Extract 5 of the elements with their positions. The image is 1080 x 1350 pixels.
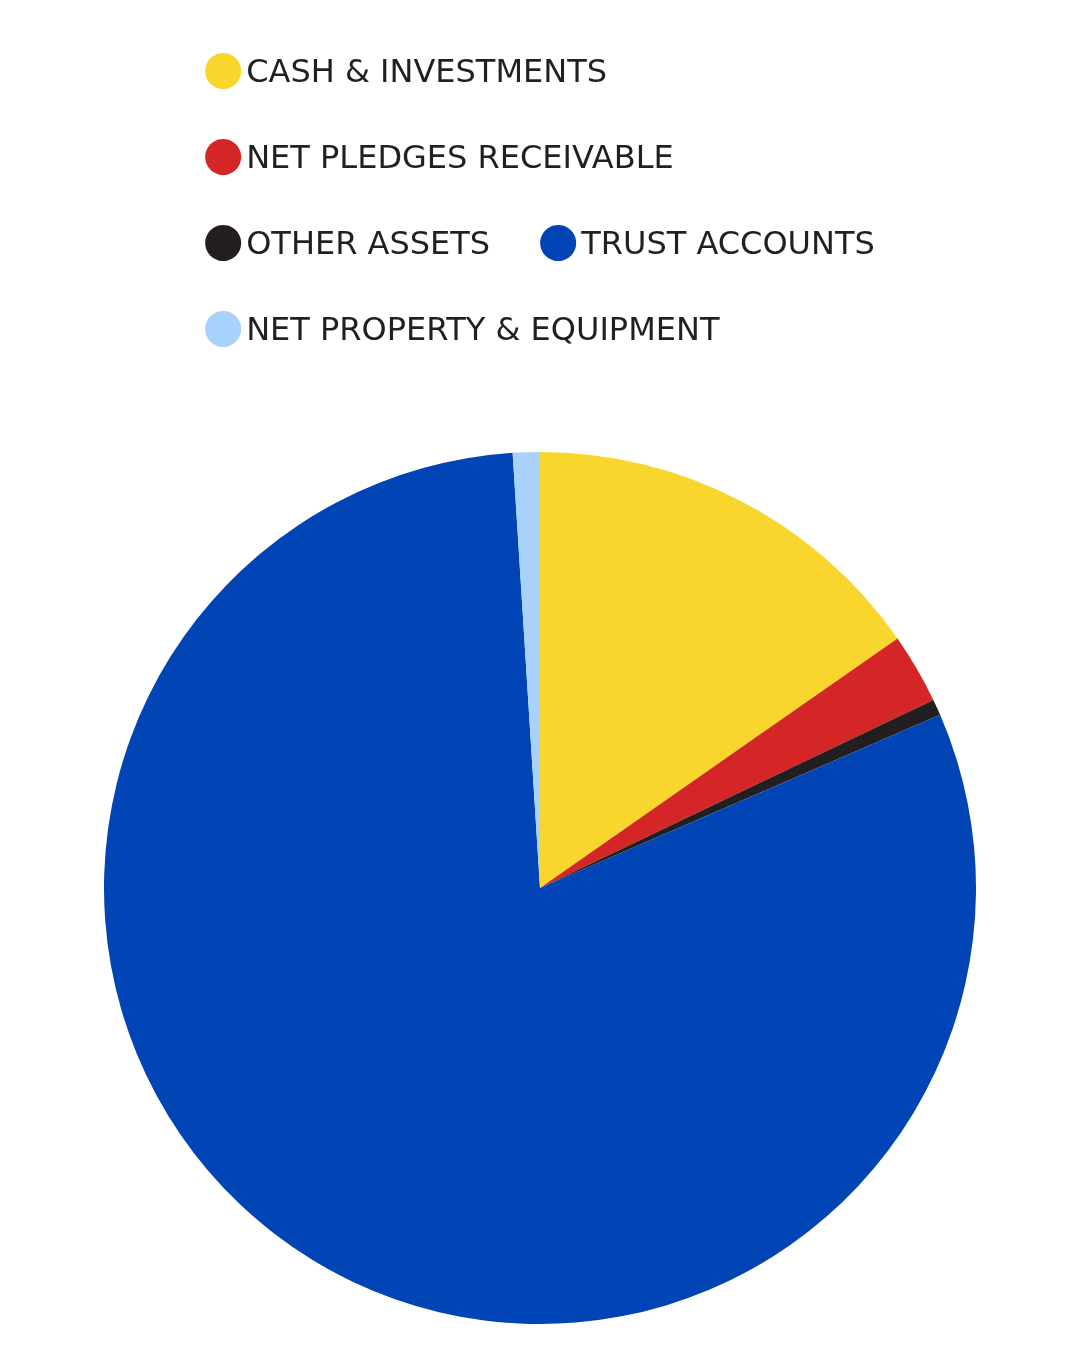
legend-label: TRUST ACCOUNTS [580,224,875,262]
legend-label: NET PLEDGES RECEIVABLE [246,138,674,176]
legend-label: NET PROPERTY & EQUIPMENT [246,310,720,348]
legend-label: CASH & INVESTMENTS [246,52,608,90]
legend-label: OTHER ASSETS [246,224,491,262]
